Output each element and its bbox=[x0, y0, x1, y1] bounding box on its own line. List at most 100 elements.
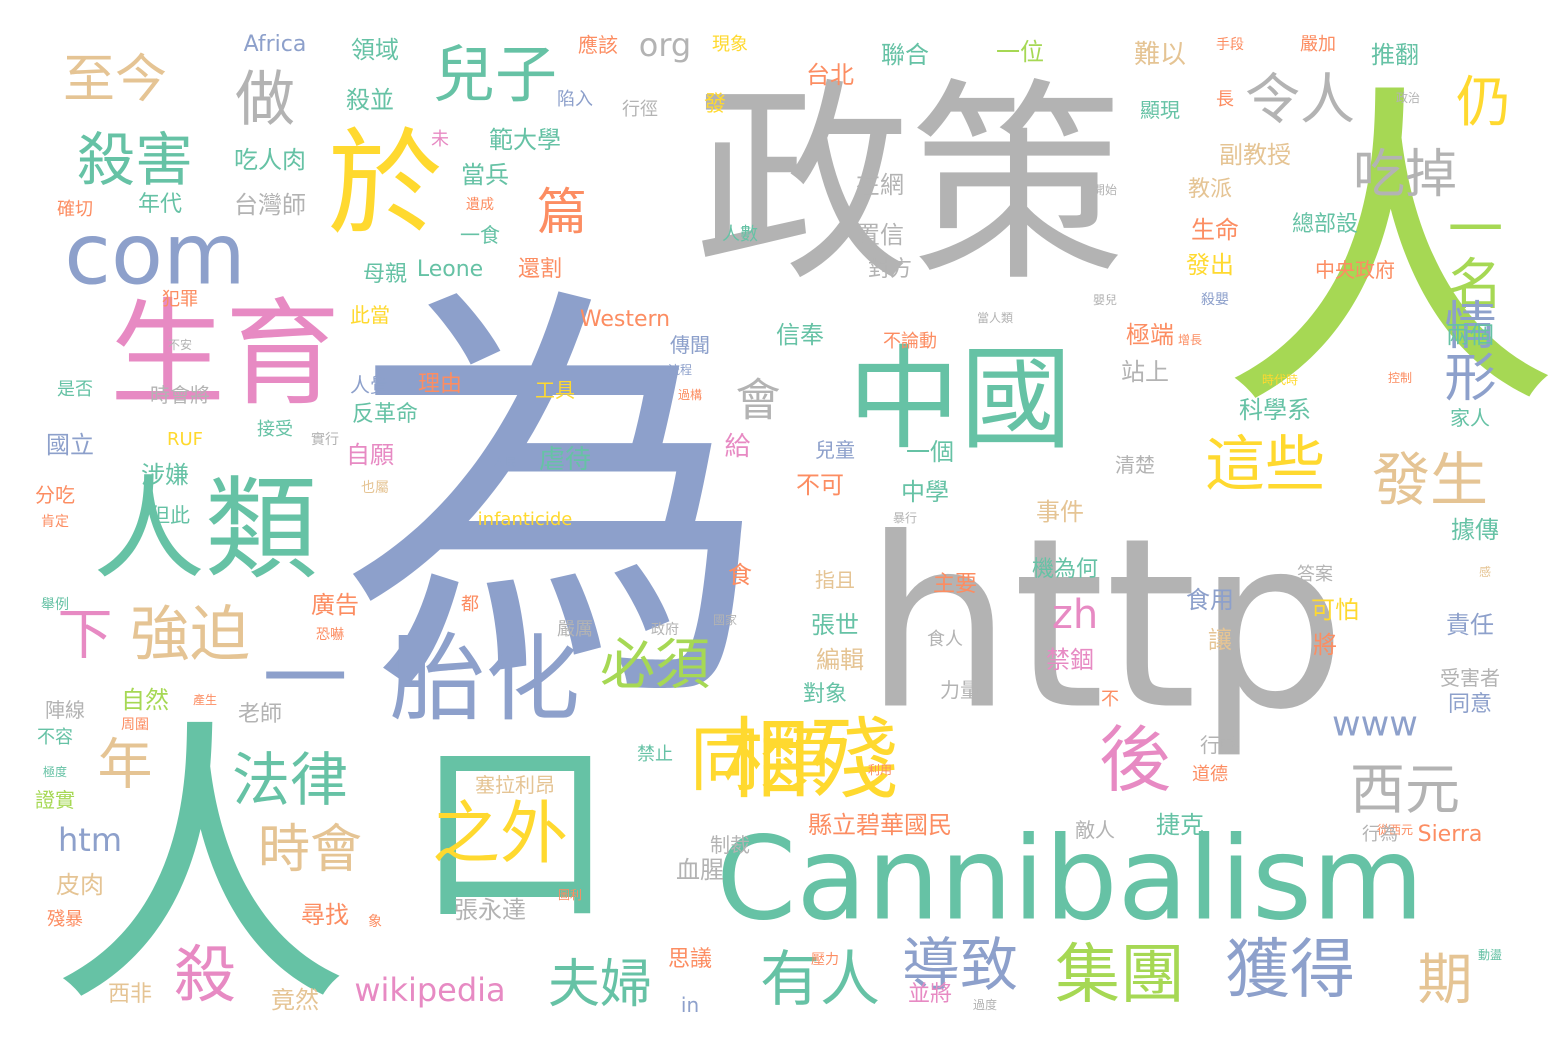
word-107: 流程 bbox=[667, 363, 693, 377]
word-115: 科學系 bbox=[1239, 396, 1311, 424]
word-101: 增長 bbox=[1177, 333, 1203, 347]
word-65: 長 bbox=[1216, 89, 1234, 110]
word-69: 未 bbox=[431, 129, 449, 150]
word-132: 也屬 bbox=[361, 480, 389, 496]
word-131: 分吃 bbox=[35, 483, 75, 507]
word-58: 嚴加 bbox=[1300, 34, 1336, 55]
word-110: 控制 bbox=[1387, 371, 1413, 385]
word-192: 殘暴 bbox=[47, 909, 83, 930]
word-8: 生育 bbox=[109, 287, 341, 422]
word-80: 總部設 bbox=[1291, 212, 1359, 237]
word-159: 讓 bbox=[1208, 626, 1232, 654]
word-200: 過度 bbox=[972, 998, 998, 1012]
word-38: 法律 bbox=[231, 746, 349, 814]
word-22: 期 bbox=[1417, 947, 1473, 1012]
word-194: 壓力 bbox=[811, 952, 839, 968]
word-189: 張永達 bbox=[454, 896, 526, 924]
word-44: 會 bbox=[735, 373, 781, 427]
word-52: 應該 bbox=[578, 33, 618, 57]
word-103: 不安 bbox=[167, 338, 193, 352]
word-6: Cannibalism bbox=[716, 812, 1424, 947]
word-129: 不可 bbox=[796, 471, 844, 499]
word-168: 不 bbox=[1101, 689, 1119, 710]
word-195: 並將 bbox=[907, 982, 953, 1007]
word-130: 中學 bbox=[901, 478, 949, 506]
word-32: 殺害 bbox=[76, 126, 194, 194]
word-87: 對方 bbox=[867, 257, 913, 282]
word-114: 過構 bbox=[677, 388, 703, 402]
word-126: 清楚 bbox=[1115, 453, 1155, 477]
word-128: 涉嫌 bbox=[141, 461, 189, 489]
word-40: 殺 bbox=[173, 938, 237, 1011]
word-34: 做 bbox=[235, 65, 295, 135]
word-89: 中央政府 bbox=[1315, 258, 1395, 282]
word-30: 西元 bbox=[1349, 757, 1461, 822]
word-180: 敵人 bbox=[1075, 818, 1115, 842]
word-188: 尋找 bbox=[301, 901, 349, 929]
word-29: 仍 bbox=[1446, 72, 1511, 128]
word-102: 兩個 bbox=[1446, 321, 1494, 349]
word-63: 行徑 bbox=[622, 99, 658, 120]
word-64: 發 bbox=[703, 92, 727, 117]
word-197: 西非 bbox=[107, 982, 153, 1007]
word-161: 陣線 bbox=[45, 698, 85, 722]
word-71: 副教授 bbox=[1219, 141, 1291, 169]
word-54: 聯合 bbox=[881, 41, 929, 69]
word-86: 還割 bbox=[517, 257, 563, 282]
word-79: 教派 bbox=[1187, 177, 1233, 202]
word-91: 犯罪 bbox=[162, 289, 198, 310]
word-76: 台灣師 bbox=[234, 191, 306, 219]
word-1: 政策 bbox=[695, 59, 1125, 311]
word-41: 夫婦 bbox=[547, 955, 653, 1015]
word-95: 嬰兒 bbox=[1092, 293, 1118, 307]
word-28: 吃掉 bbox=[1352, 145, 1458, 205]
word-152: 張世 bbox=[811, 611, 859, 639]
word-66: 顯現 bbox=[1140, 98, 1180, 122]
word-83: 生命 bbox=[1191, 216, 1239, 244]
word-183: 行為 bbox=[1362, 824, 1398, 845]
word-170: 不容 bbox=[37, 727, 73, 748]
word-186: 血腥 bbox=[676, 856, 724, 884]
word-78: 開始 bbox=[1092, 183, 1118, 197]
word-49: org bbox=[638, 26, 692, 64]
word-167: 受害者 bbox=[1440, 666, 1500, 690]
word-123: 給 bbox=[720, 432, 750, 458]
word-153: 禁錮 bbox=[1046, 646, 1094, 674]
word-26: 情形 bbox=[1435, 298, 1495, 402]
word-139: 指且 bbox=[815, 568, 855, 592]
word-46: www bbox=[1332, 704, 1418, 745]
word-136: infanticide bbox=[477, 509, 573, 530]
word-16: 後 bbox=[1098, 718, 1172, 802]
word-96: 殺嬰 bbox=[1201, 292, 1229, 308]
word-160: 編輯 bbox=[816, 646, 864, 674]
word-51: 領域 bbox=[351, 36, 399, 64]
word-151: 國家 bbox=[712, 613, 738, 627]
word-142: 食 bbox=[728, 561, 752, 589]
word-56: 難以 bbox=[1133, 40, 1187, 70]
word-36: 下 bbox=[57, 602, 113, 667]
word-27: 令人 bbox=[1244, 67, 1356, 132]
word-118: 接受 bbox=[257, 419, 293, 440]
word-137: 暴行 bbox=[892, 511, 918, 525]
word-100: 極端 bbox=[1126, 321, 1174, 349]
word-84: 一食 bbox=[460, 223, 500, 247]
word-55: 一位 bbox=[996, 38, 1044, 66]
word-15: 同類 bbox=[690, 719, 830, 801]
word-141: 答案 bbox=[1297, 564, 1333, 585]
word-177: 塞拉利昂 bbox=[475, 773, 555, 797]
word-97: 信奉 bbox=[776, 321, 824, 349]
word-31: 兒子 bbox=[432, 38, 558, 111]
word-93: Western bbox=[579, 307, 671, 332]
word-178: 證實 bbox=[35, 788, 75, 812]
word-21: 導致 bbox=[901, 931, 1019, 999]
word-94: 當人類 bbox=[976, 311, 1014, 325]
word-165: 力量 bbox=[940, 678, 980, 702]
word-154: 可怕 bbox=[1311, 596, 1359, 624]
word-77: 遺成 bbox=[466, 197, 494, 213]
word-67: 政治 bbox=[1395, 91, 1421, 105]
word-106: 工具 bbox=[535, 378, 575, 402]
word-10: 於 bbox=[327, 117, 443, 252]
word-149: 政府 bbox=[651, 622, 679, 638]
word-3: 人 bbox=[1220, 57, 1548, 453]
word-14: 相殘 bbox=[721, 708, 899, 811]
